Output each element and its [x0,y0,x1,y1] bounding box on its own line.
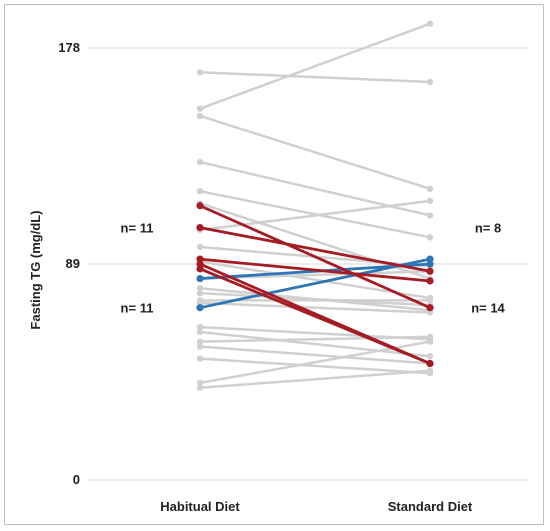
data-point-gray [426,212,434,219]
data-point-red [426,359,434,368]
data-point-red [196,202,204,210]
data-point-gray [426,309,434,316]
data-point-gray [426,185,434,192]
data-point-red [196,223,204,232]
series-line-gray [198,345,432,365]
y-tick-label: 0 [73,472,80,487]
series-line-gray [198,330,432,358]
data-point-gray [196,105,204,112]
data-point-gray [196,158,204,166]
series-points [196,20,434,391]
series-line-red [198,226,432,273]
group-count-annotations: n= 11 n= 11 n= 8 n= 14 [121,221,506,316]
series-line-gray [198,22,432,110]
series-line-gray [198,114,432,191]
count-annotation: n= 11 [121,221,154,236]
series-line-gray [198,357,432,375]
y-axis-ticks: 0 89 178 [58,40,80,487]
data-point-red [426,267,434,275]
data-point-gray [196,243,204,251]
series-line-gray [198,301,432,314]
y-tick-label: 178 [58,40,80,55]
series-line-gray [198,199,432,232]
data-point-gray [426,20,434,27]
data-point-gray [426,367,434,374]
data-point-gray [426,234,434,241]
data-point-gray [196,328,204,336]
data-point-gray [426,297,434,304]
data-point-red [196,265,204,273]
count-annotation: n= 8 [475,221,501,236]
data-point-gray [196,355,204,362]
data-point-red [426,304,434,312]
y-tick-label: 89 [66,256,80,271]
x-axis-categories: Habitual Diet Standard Diet [160,499,473,514]
data-point-red [426,277,434,285]
count-annotation: n= 11 [121,301,154,316]
data-point-gray [426,78,434,86]
data-point-gray [196,323,204,331]
series-line-gray [198,71,432,84]
grid-lines [88,47,528,481]
data-point-gray [196,69,204,76]
data-point-gray [426,338,434,345]
data-point-gray [196,384,204,391]
series-lines [198,22,432,390]
x-category-label: Habitual Diet [160,499,240,514]
series-line-gray [198,335,432,343]
data-point-gray [196,379,204,387]
x-category-label: Standard Diet [388,499,473,514]
data-point-blue [196,274,204,283]
data-point-gray [196,343,204,350]
count-annotation: n= 14 [471,301,505,316]
data-point-gray [426,197,434,205]
series-line-gray [198,369,432,390]
data-point-blue [196,304,204,312]
series-line-gray [198,160,432,217]
series-line-red [198,257,432,283]
series-line-red [198,267,432,365]
data-point-gray [196,112,204,120]
data-point-gray [426,333,434,341]
data-point-gray [196,338,204,345]
data-point-gray [196,289,204,297]
y-axis-label: Fasting TG (mg/dL) [28,210,43,329]
data-point-gray [196,299,204,307]
series-line-red [198,204,432,310]
data-point-gray [426,353,434,360]
data-point-gray [196,285,204,292]
data-point-blue [426,255,434,263]
data-point-gray [196,187,204,195]
series-line-blue [198,257,432,310]
